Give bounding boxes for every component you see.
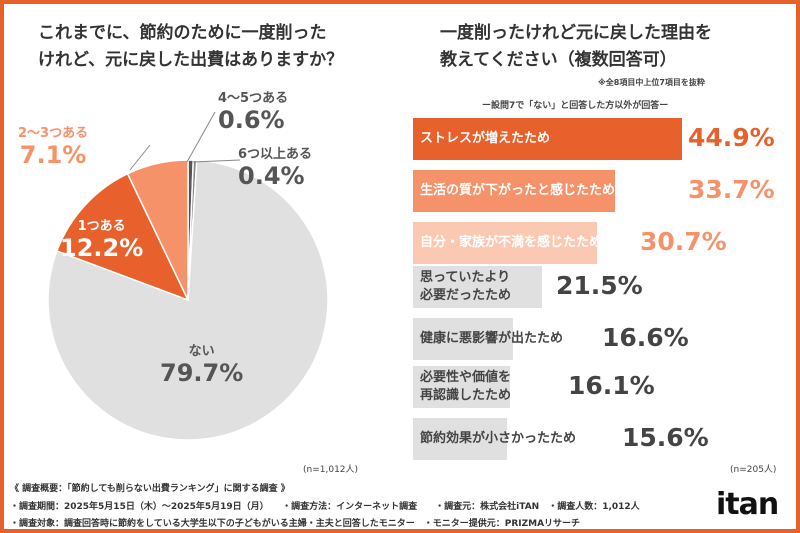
leader-line: [186, 111, 216, 163]
title-line: 一度削ったけれど元に戻した理由を: [440, 23, 712, 43]
bar-label: 必要性や価値を 再認識したため: [420, 369, 511, 405]
left-n: (n=1,012人): [303, 465, 359, 475]
note: ※全8項目中上位7項目を抜粋: [598, 78, 705, 87]
bar: [413, 366, 510, 408]
leader-line: [129, 144, 151, 171]
bar-value: 15.6%: [622, 423, 709, 452]
bar-label: ストレスが増えたため: [420, 130, 550, 148]
right-title: 一度削ったけれど元に戻した理由を 教えてください（複数回答可）: [440, 20, 712, 74]
bar-label-line: 生活の質が下がったと感じたため: [420, 183, 616, 198]
footer-line: ・調査対象：調査回答時に節約をしている大学生以下の子どもがいる主婦・主夫と回答し…: [10, 519, 581, 529]
leader-line: [192, 159, 241, 163]
bar-value: 30.7%: [640, 227, 727, 256]
bar: [413, 266, 542, 308]
bar-label-line: 必要だったため: [420, 288, 512, 303]
bar-label: 生活の質が下がったと感じたため: [420, 182, 615, 200]
slice-value: 79.7%: [160, 359, 244, 387]
bar: [413, 418, 507, 460]
bar-value: 33.7%: [688, 175, 775, 204]
bar-label-line: 必要性や価値を: [420, 370, 512, 385]
pie-slice: [55, 172, 190, 302]
pie-label: 6つ以上ある 0.4%: [238, 143, 312, 190]
pie-label: ない 79.7%: [160, 340, 243, 387]
slice-value: 12.2%: [60, 234, 144, 262]
pie-label: 4〜5つある 0.6%: [218, 87, 288, 134]
bar-label-line: 健康に悪影響が出たため: [420, 331, 564, 346]
slice-value: 7.1%: [19, 141, 87, 169]
title-line: これまでに、節約のために一度削った: [38, 23, 327, 43]
footer-line: ・調査期間：2025年5月15日（木）〜2025年5月19日（月） ・調査方法：…: [10, 502, 640, 512]
bar-label: 節約効果が小さかったため: [420, 430, 576, 448]
itan-logo: itan: [716, 487, 779, 522]
right-n: (n=205人): [730, 465, 777, 475]
bar: [413, 170, 616, 212]
bar: [413, 118, 683, 160]
bar-label-line: 節約効果が小さかったため: [420, 431, 577, 446]
bar-label-line: 思っていたより: [420, 270, 511, 285]
slice-name: 1つある: [77, 219, 126, 234]
bar-label-line: 自分・家族が不満を感じたため: [420, 235, 603, 250]
footer-line: 《 調査概要：「節約しても削らない出費ランキング」に関する調査 》: [10, 484, 290, 494]
bar-subtitle: ー設問7で「ない」と回答した方以外が回答ー: [482, 101, 669, 111]
title-line: けれど、元に戻した出費はありますか？: [38, 50, 344, 70]
bar: [413, 318, 513, 360]
pie-label: 1つある 12.2%: [60, 215, 143, 262]
slice-value: 0.6%: [218, 106, 285, 134]
slice-name: 4〜5つある: [218, 91, 289, 106]
slice-value: 0.4%: [238, 162, 305, 190]
bar-value: 16.6%: [602, 323, 689, 352]
bar-label: 健康に悪影響が出たため: [420, 330, 563, 348]
title-line: 教えてください（複数回答可）: [440, 50, 677, 70]
bar-value: 21.5%: [556, 271, 643, 300]
bar-label-line: 再認識したため: [420, 388, 512, 403]
bar-value: 44.9%: [688, 123, 775, 152]
slice-name: 2〜3つある: [18, 126, 89, 141]
slice-name: ない: [188, 344, 215, 359]
bar-label: 思っていたより 必要だったため: [420, 269, 511, 305]
bar-label: 自分・家族が不満を感じたため: [420, 234, 602, 252]
bar-value: 16.1%: [568, 371, 655, 400]
pie-label: 2〜3つある 7.1%: [18, 122, 88, 169]
bar: [413, 222, 598, 264]
left-title: これまでに、節約のために一度削った けれど、元に戻した出費はありますか？: [38, 20, 343, 74]
slice-name: 6つ以上ある: [238, 147, 313, 162]
bar-label-line: ストレスが増えたため: [420, 131, 551, 146]
